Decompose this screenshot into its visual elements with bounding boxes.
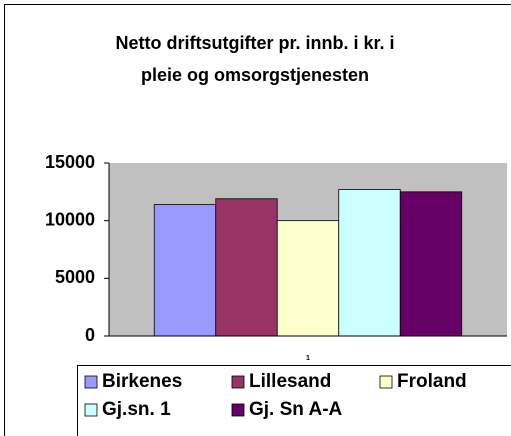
y-tick-label: 10000 — [45, 209, 95, 229]
legend-swatch — [84, 403, 98, 417]
legend-label: Lillesand — [249, 371, 331, 392]
bar — [399, 191, 463, 337]
bar — [338, 189, 401, 337]
y-tick-label: 15000 — [45, 152, 95, 172]
bar — [153, 204, 217, 337]
legend-label: Froland — [397, 371, 467, 392]
legend-label: Gj.sn. 1 — [102, 399, 171, 420]
legend-swatch — [231, 375, 245, 389]
chart-title: Netto driftsutgifter pr. innb. i kr. i — [115, 33, 394, 53]
legend-swatch — [84, 375, 98, 389]
y-tick-label: 5000 — [55, 267, 95, 287]
chart-title: pleie og omsorgstjenesten — [141, 65, 369, 85]
legend-label: Birkenes — [102, 371, 182, 392]
legend-swatch — [231, 403, 245, 417]
bar — [215, 198, 278, 337]
legend — [77, 365, 511, 436]
x-tick-label: 1 — [306, 355, 310, 362]
y-tick-label: 0 — [85, 325, 95, 345]
legend-swatch — [379, 375, 393, 389]
bar — [276, 220, 340, 337]
legend-label: Gj. Sn A-A — [249, 399, 343, 420]
